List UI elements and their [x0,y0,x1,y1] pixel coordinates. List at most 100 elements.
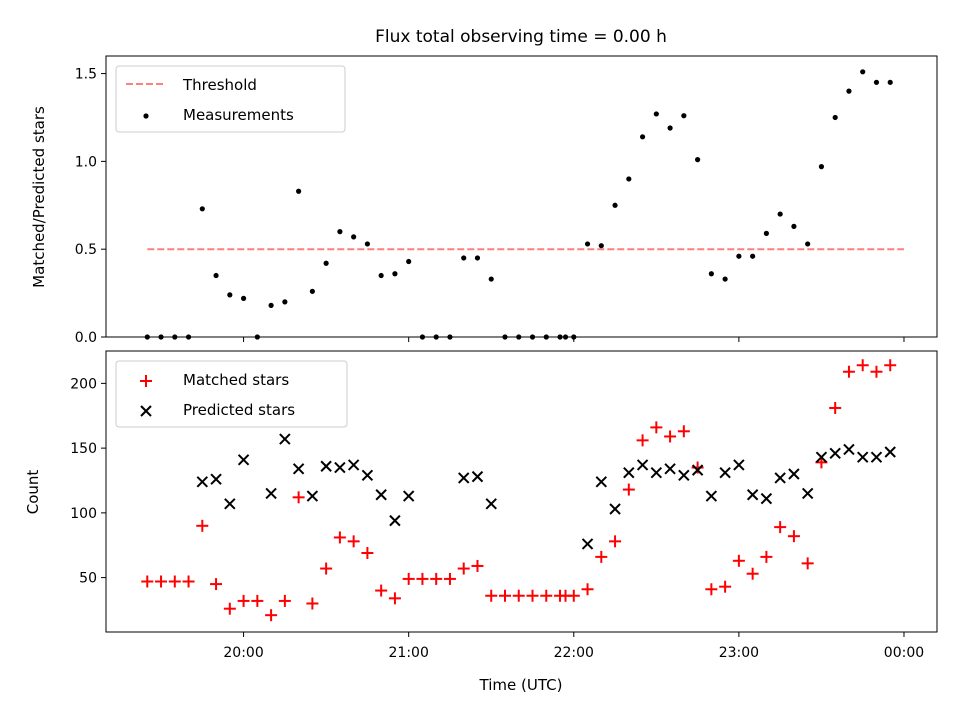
top-legend-label-measurements: Measurements [183,106,294,124]
measurement-point [337,229,343,235]
measurement-point [695,157,701,163]
measurement-point [653,111,659,117]
y-tick-label: 1.5 [75,67,97,83]
y-tick-label: 0.0 [75,330,97,346]
predicted-star-point [210,473,222,485]
measurement-point [846,88,852,94]
top-y-ticks: 0.0 0.5 1.0 1.5 [75,67,106,346]
predicted-legend-marker [140,405,152,417]
measurement-point [763,230,769,236]
matched-star-point [650,421,663,434]
matched-star-point [485,589,498,602]
matched-star-point [856,359,869,372]
matched-star-point [416,572,429,585]
predicted-star-point [279,433,291,445]
predicted-star-point [306,490,319,502]
matched-star-point [746,567,759,580]
predicted-star-point [829,447,841,460]
measurement-point [296,188,302,194]
chart-title: Flux total observing time = 0.00 h [375,27,667,47]
measurement-point [681,113,687,119]
predicted-star-point [265,487,277,500]
matched-star-point [581,583,594,596]
bottom-plot-area [141,359,897,622]
matched-star-point [141,575,154,588]
x-tick-label: 20:00 [223,645,263,661]
predicted-star-point [292,463,305,475]
matched-star-point [471,559,484,572]
matched-star-point [677,425,690,438]
matched-star-point [526,589,539,602]
predicted-star-point [375,489,387,501]
matched-star-point [388,592,401,605]
x-tick-label: 23:00 [719,645,759,661]
measurement-point [392,271,398,277]
matched-star-point [842,365,855,378]
matched-star-point [622,483,635,496]
matched-star-point [512,589,525,602]
predicted-star-point [760,492,773,505]
measurement-point [777,211,783,217]
predicted-star-point [389,514,401,527]
measurement-point [323,260,329,266]
measurement-point [474,255,481,261]
matched-star-point [210,578,223,591]
matched-star-point [237,594,250,607]
predicted-star-point [884,446,896,458]
matched-star-point [719,580,732,593]
matched-star-point [251,594,264,607]
predicted-star-point [581,538,594,550]
measurement-point [213,272,219,279]
measurement-point [268,302,274,308]
top-legend-frame [115,65,346,133]
matched-star-point [278,594,291,607]
matched-star-point [375,584,388,597]
predicted-star-point [650,467,663,479]
matched-star-point [182,575,195,588]
predicted-star-point [347,459,360,471]
predicted-star-point [815,451,828,463]
measurement-point [887,79,893,85]
measurement-point [584,241,591,247]
predicted-star-point [678,469,690,482]
measurement-point [708,271,714,277]
y-tick-label: 50 [79,571,97,587]
y-tick-label: 150 [70,441,97,457]
bottom-legend: Matched stars Predicted stars [115,360,348,428]
measurement-point [309,288,315,294]
y-tick-label: 1.0 [75,154,97,170]
predicted-star-point [224,498,236,510]
matched-star-point [595,550,608,563]
predicted-star-point [719,467,731,479]
y-tick-label: 200 [70,376,97,392]
matched-star-point [498,589,511,602]
predicted-star-point [691,464,704,476]
predicted-star-point [636,459,649,471]
predicted-star-point [320,460,332,472]
matched-star-point [705,583,718,596]
matched-star-point [168,575,181,588]
top-axes-frame [105,55,938,338]
matched-star-point [870,365,883,378]
predicted-star-point [801,487,814,500]
top-y-axis-label: Matched/Predicted stars [30,106,48,288]
measurement-point [598,243,604,249]
measurement-point [227,292,233,298]
measurement-point [378,272,384,279]
predicted-star-point [870,451,883,463]
measurements-legend-marker [143,113,149,119]
matched-star-point [443,572,456,585]
top-legend-label-threshold: Threshold [182,76,257,94]
y-tick-label: 100 [70,506,97,522]
measurement-point [805,241,811,247]
measurement-point [791,223,797,229]
matched-star-point [636,434,649,447]
matched-star-point [155,575,168,588]
top-panel: 0.0 0.5 1.0 1.5 Matched/Predicted stars Thr… [30,55,938,346]
measurement-point [639,134,646,140]
matched-star-point [774,521,787,534]
predicted-star-point [237,454,250,466]
measurement-point [832,114,838,121]
bottom-y-ticks: 50 100 150 200 [70,376,106,587]
